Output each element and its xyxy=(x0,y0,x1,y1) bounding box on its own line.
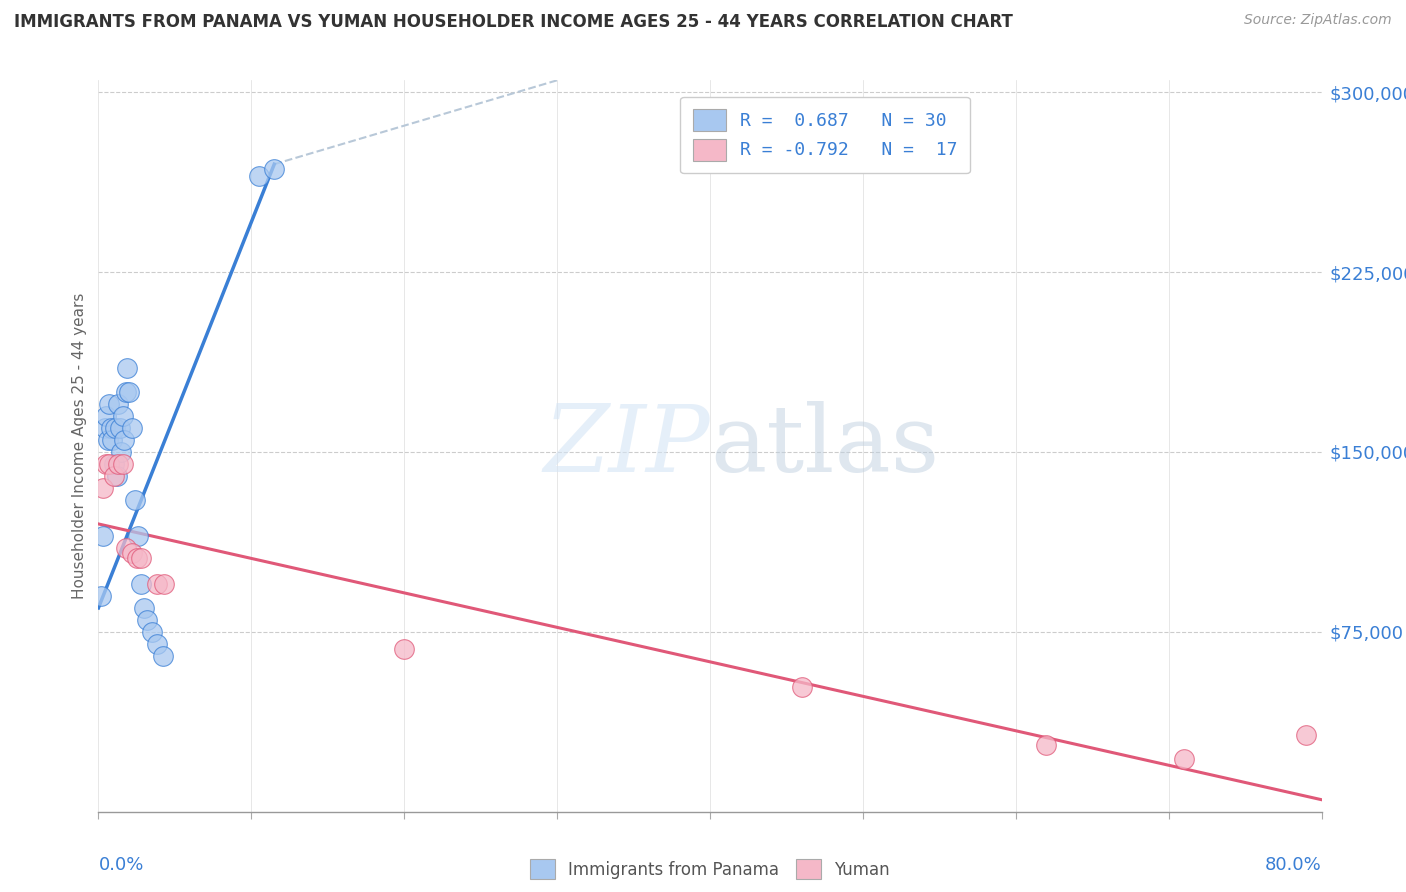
Point xyxy=(90,589,112,603)
Point xyxy=(94,457,117,471)
Point xyxy=(93,421,115,435)
Text: IMMIGRANTS FROM PANAMA VS YUMAN HOUSEHOLDER INCOME AGES 25 - 44 YEARS CORRELATIO: IMMIGRANTS FROM PANAMA VS YUMAN HOUSEHOL… xyxy=(14,13,1012,31)
Point xyxy=(98,397,121,411)
Point xyxy=(263,161,285,176)
Point xyxy=(111,457,134,471)
Point xyxy=(103,469,125,483)
Text: 80.0%: 80.0% xyxy=(1265,855,1322,873)
Point xyxy=(91,529,114,543)
Point xyxy=(100,421,122,435)
Point xyxy=(129,550,152,565)
Text: Source: ZipAtlas.com: Source: ZipAtlas.com xyxy=(1244,13,1392,28)
Point xyxy=(1295,728,1317,742)
Point xyxy=(790,680,813,694)
Point xyxy=(152,648,174,663)
Text: ZIP: ZIP xyxy=(543,401,710,491)
Point xyxy=(108,421,131,435)
Point xyxy=(121,546,143,560)
Point xyxy=(103,457,125,471)
Point xyxy=(104,421,127,435)
Point xyxy=(94,409,117,423)
Point xyxy=(136,613,159,627)
Point xyxy=(129,577,152,591)
Point xyxy=(121,421,143,435)
Point xyxy=(117,361,139,376)
Point xyxy=(91,481,114,495)
Point xyxy=(247,169,270,184)
Point xyxy=(141,624,163,639)
Point xyxy=(125,550,148,565)
Text: 0.0%: 0.0% xyxy=(98,855,143,873)
Point xyxy=(1173,752,1195,766)
Point xyxy=(107,457,129,471)
Point xyxy=(1035,738,1057,752)
Point xyxy=(110,445,132,459)
Point xyxy=(111,409,134,423)
Legend: Immigrants from Panama, Yuman: Immigrants from Panama, Yuman xyxy=(522,850,898,888)
Point xyxy=(115,541,138,555)
Point xyxy=(107,397,129,411)
Y-axis label: Householder Income Ages 25 - 44 years: Householder Income Ages 25 - 44 years xyxy=(72,293,87,599)
Point xyxy=(153,577,176,591)
Point xyxy=(127,529,149,543)
Point xyxy=(112,433,135,447)
Point xyxy=(115,385,138,400)
Text: atlas: atlas xyxy=(710,401,939,491)
Point xyxy=(134,600,156,615)
Point xyxy=(101,433,124,447)
Point xyxy=(105,469,128,483)
Point xyxy=(145,637,167,651)
Point xyxy=(145,577,167,591)
Point xyxy=(118,385,141,400)
Point xyxy=(392,641,416,656)
Point xyxy=(97,433,120,447)
Point xyxy=(98,457,121,471)
Point xyxy=(124,492,146,507)
